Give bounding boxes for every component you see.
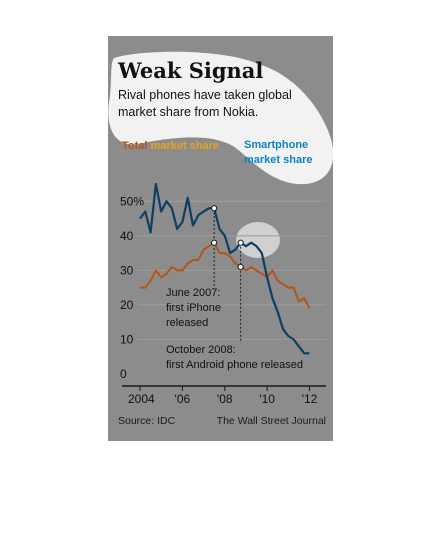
legend-smartphone-line-1: Smartphone bbox=[244, 139, 308, 151]
annotation-leaders bbox=[213, 208, 242, 343]
annotation-iphone-line-1: June 2007: bbox=[166, 287, 220, 299]
annotation-dot-0-1 bbox=[211, 205, 218, 212]
x-tick-2012: '12 bbox=[302, 392, 318, 406]
legend-total-market-share: Total market share bbox=[122, 140, 219, 152]
y-tick-0: 0 bbox=[120, 367, 127, 381]
total-market-share-line bbox=[140, 241, 311, 309]
annotation-dot-0-0 bbox=[211, 239, 218, 246]
weak-signal-chart: Weak Signal Rival phones have taken glob… bbox=[108, 51, 333, 427]
annotation-android-line-1: October 2008: bbox=[166, 344, 236, 356]
credit: The Wall Street Journal bbox=[217, 415, 326, 427]
chart-card: Weak Signal Rival phones have taken glob… bbox=[108, 36, 333, 441]
annotation-iphone-line-3: released bbox=[166, 317, 208, 329]
smartphone-market-share-line bbox=[139, 182, 310, 355]
y-tick-30: 30 bbox=[120, 263, 134, 277]
y-tick-10: 10 bbox=[120, 332, 134, 346]
legend-smartphone-line-2: market share bbox=[244, 154, 313, 166]
x-tick-2006: '06 bbox=[175, 392, 191, 406]
subtitle-line-1: Rival phones have taken global bbox=[118, 88, 292, 102]
x-tick-2008: '08 bbox=[217, 392, 233, 406]
annotation-dot-1-1 bbox=[237, 239, 244, 246]
annotation-markers bbox=[211, 205, 244, 271]
y-tick-20: 20 bbox=[120, 298, 134, 312]
x-tick-2010: '10 bbox=[259, 392, 275, 406]
series-lines bbox=[139, 182, 311, 355]
annotation-iphone-line-2: first iPhone bbox=[166, 302, 221, 314]
subtitle-line-2: market share from Nokia. bbox=[118, 105, 258, 119]
annotation-dot-1-0 bbox=[237, 263, 244, 271]
legend-total-part-1: Total bbox=[122, 140, 151, 152]
title-halo bbox=[108, 51, 333, 185]
annotation-android-line-2: first Android phone released bbox=[166, 359, 303, 371]
legend-total-part-2: market share bbox=[151, 140, 220, 152]
x-axis-ticks: 2004 '06 '08 '10 '12 bbox=[128, 386, 318, 406]
y-axis-ticks: 50% 40 30 20 10 0 bbox=[120, 194, 144, 381]
chart-title: Weak Signal bbox=[117, 58, 263, 83]
y-tick-40: 40 bbox=[120, 229, 134, 243]
y-tick-50: 50% bbox=[120, 194, 144, 208]
x-tick-2004: 2004 bbox=[128, 392, 155, 406]
source-note: Source: IDC bbox=[118, 415, 176, 427]
crossover-halo bbox=[236, 222, 280, 258]
